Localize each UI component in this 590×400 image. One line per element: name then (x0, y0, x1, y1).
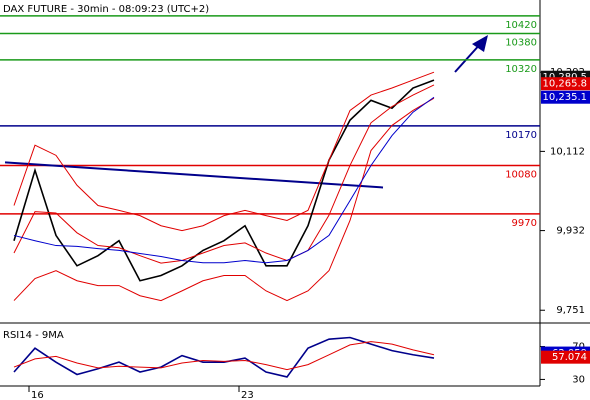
panel-title: DAX FUTURE - 30min - 08:09:23 (UTC+2) (3, 4, 209, 15)
x-tick-label: 16 (31, 390, 44, 400)
series-line (13, 341, 435, 371)
price-label: 10,235.1 (542, 92, 587, 103)
price-box (541, 90, 590, 104)
price-label: 57.074 (552, 352, 587, 363)
price-box (541, 77, 590, 91)
y-tick-label: 10,112 (550, 146, 585, 157)
trendline (4, 161, 384, 189)
arrow-head (472, 35, 488, 52)
level-label: 10380 (505, 37, 537, 48)
y-tick-label: 30 (572, 374, 585, 385)
y-tick-label: 9,751 (556, 305, 585, 316)
title-bg (0, 327, 70, 341)
series-line (13, 336, 435, 378)
series-line (13, 96, 435, 264)
level-label: 9970 (512, 218, 537, 229)
price-label: 10,265.8 (542, 79, 587, 90)
level-label: 10170 (505, 130, 537, 141)
series-line (13, 97, 435, 302)
series-line (13, 71, 435, 232)
x-tick-label: 23 (241, 390, 254, 400)
panel-title: RSI14 - 9MA (3, 330, 64, 341)
level-label: 10080 (505, 169, 537, 180)
price-box (541, 350, 590, 364)
title-bg (0, 1, 262, 15)
level-label: 10320 (505, 64, 537, 75)
y-tick-label: 9,932 (556, 226, 585, 237)
series-line (13, 79, 435, 282)
level-label: 10420 (505, 20, 537, 31)
series-line (13, 84, 435, 264)
